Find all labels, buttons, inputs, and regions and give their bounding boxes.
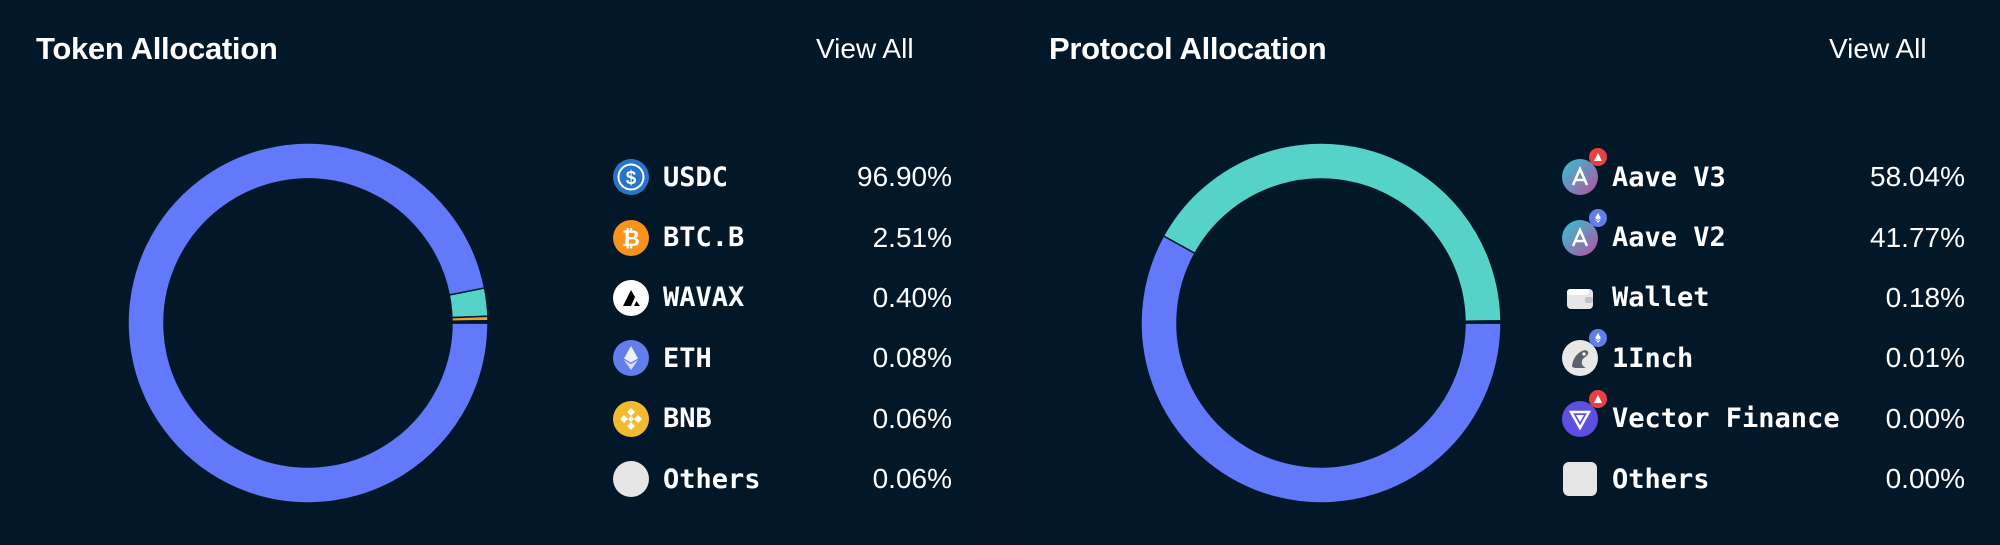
token-allocation-legend: $ USDC 96.90% ₿ BTC.B 2.51% [612, 147, 952, 509]
legend-label: Vector Finance [1612, 403, 1840, 435]
legend-item[interactable]: Others 0.06% [612, 449, 952, 509]
ethereum-network-badge-icon [1589, 329, 1607, 348]
legend-value: 2.51% [872, 221, 952, 253]
legend-label: BTC.B [663, 222, 745, 254]
avax-icon [612, 279, 650, 317]
legend-value: 0.06% [872, 402, 952, 434]
legend-label: USDC [663, 161, 729, 193]
protocol-allocation-donut-chart [1140, 142, 1502, 504]
legend-label: Others [1612, 463, 1710, 495]
others-icon [1561, 460, 1599, 498]
legend-value: 41.77% [1870, 221, 1965, 253]
legend-label: BNB [663, 403, 712, 435]
legend-item[interactable]: Others 0.00% [1561, 449, 1965, 509]
legend-label: Aave V3 [1612, 161, 1726, 193]
legend-value: 0.00% [1885, 463, 1965, 495]
legend-label: WAVAX [663, 282, 745, 314]
wallet-icon [1561, 279, 1599, 317]
protocol-view-all-link[interactable]: View All [1829, 33, 1927, 64]
legend-value: 58.04% [1870, 161, 1965, 193]
legend-item[interactable]: Vector Finance 0.00% [1561, 389, 1965, 449]
legend-value: 0.18% [1885, 281, 1965, 313]
legend-value: 96.90% [857, 161, 952, 193]
legend-item[interactable]: Aave V3 58.04% [1561, 147, 1965, 207]
legend-item[interactable]: ETH 0.08% [612, 328, 952, 388]
bitcoin-icon: ₿ [612, 219, 650, 257]
1inch-icon [1561, 329, 1607, 377]
avalanche-network-badge-icon [1589, 148, 1607, 167]
bnb-icon [612, 400, 650, 438]
protocol-allocation-card: Protocol Allocation View All Aave [1013, 0, 1998, 545]
legend-item[interactable]: BNB 0.06% [612, 389, 952, 449]
vector-finance-icon [1561, 389, 1607, 438]
token-view-all-link[interactable]: View All [816, 33, 914, 64]
legend-value: 0.06% [872, 463, 952, 495]
donut-slice-aave-v2[interactable] [1162, 142, 1502, 323]
aave-v3-icon [1561, 148, 1607, 196]
legend-item[interactable]: 1Inch 0.01% [1561, 328, 1965, 388]
legend-item[interactable]: WAVAX 0.40% [612, 268, 952, 328]
legend-item[interactable]: ₿ BTC.B 2.51% [612, 207, 952, 267]
legend-item[interactable]: $ USDC 96.90% [612, 147, 952, 207]
legend-value: 0.08% [872, 342, 952, 374]
aave-v2-icon [1561, 208, 1607, 257]
svg-text:$: $ [626, 168, 637, 189]
donut-slice-others[interactable] [451, 321, 489, 324]
legend-label: 1Inch [1612, 342, 1694, 374]
others-icon [612, 460, 650, 498]
legend-value: 0.00% [1885, 402, 1965, 434]
token-allocation-card: Token Allocation View All $ USDC 96.90% … [0, 0, 985, 545]
ethereum-network-badge-icon [1589, 208, 1607, 227]
donut-slice-aave-v3[interactable] [1140, 234, 1502, 504]
legend-item[interactable]: Wallet 0.18% [1561, 268, 1965, 328]
legend-label: Others [663, 463, 761, 495]
legend-value: 0.01% [1885, 342, 1965, 374]
legend-value: 0.40% [872, 281, 952, 313]
avalanche-network-badge-icon [1589, 389, 1607, 408]
token-allocation-donut-chart [127, 142, 489, 504]
token-allocation-title: Token Allocation [36, 31, 278, 66]
legend-label: Wallet [1612, 282, 1710, 314]
svg-text:₿: ₿ [622, 226, 640, 251]
usdc-icon: $ [612, 158, 650, 196]
donut-slice-usdc[interactable] [127, 142, 489, 504]
legend-label: ETH [663, 342, 712, 374]
protocol-allocation-title: Protocol Allocation [1049, 31, 1327, 66]
ethereum-icon [612, 339, 650, 377]
legend-item[interactable]: Aave V2 41.77% [1561, 207, 1965, 267]
legend-label: Aave V2 [1612, 222, 1726, 254]
protocol-allocation-legend: Aave V3 58.04% Aave V2 41. [1561, 147, 1965, 509]
